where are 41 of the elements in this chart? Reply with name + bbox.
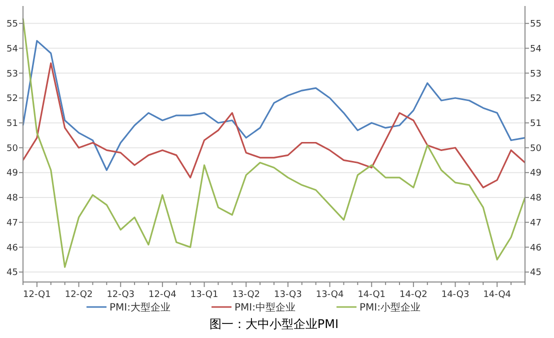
y2-tick-label: 53 [530,69,542,80]
text: 图一：大中小型企业PMI [209,317,339,331]
legend-label: PMI:中型企业 [234,302,296,314]
y-tick-label: 49 [6,168,18,179]
y-tick-label: 53 [6,69,18,80]
x-tick-label: 12-Q3 [106,290,135,300]
x-tick-label: 13-Q4 [316,290,344,300]
y-tick-label: 51 [6,119,18,130]
y2-tick-label: 48 [530,194,542,204]
y2-tick-label: 52 [530,94,542,104]
y2-tick-label: 49 [530,168,542,179]
y-tick-label: 48 [6,194,18,204]
x-tick-label: 14-Q2 [400,290,428,300]
line-series [22,40,526,171]
line-series [22,18,526,268]
y2-tick-label: 55 [530,20,542,30]
y2-tick-label: 47 [530,218,542,228]
x-tick-label: 12-Q1 [23,290,51,300]
y-tick-label: 52 [6,94,18,104]
line-series [22,62,526,188]
y2-tick-label: 54 [530,44,542,54]
y-tick-label: 47 [6,218,18,228]
x-tick-label: 12-Q2 [64,290,93,300]
legend-label: PMI:小型企业 [360,302,420,314]
x-tick-label: 14-Q1 [358,290,386,300]
y2-tick-label: 50 [530,144,542,154]
x-tick-label: 12-Q4 [148,290,177,300]
y-tick-label: 54 [6,44,18,54]
y-tick-label: 45 [6,268,18,278]
x-tick-label: 13-Q2 [232,290,260,300]
y2-tick-label: 51 [530,119,542,130]
x-tick-label: 13-Q3 [274,290,302,300]
y-tick-label: 46 [6,243,18,254]
x-tick-label: 14-Q3 [441,290,470,300]
x-tick-label: 13-Q1 [190,290,218,300]
y-tick-label: 55 [6,20,18,30]
y-tick-label: 50 [6,144,18,154]
x-tick-label: 14-Q4 [483,290,512,300]
legend-label: PMI:大型企业 [110,302,170,314]
y2-tick-label: 46 [530,243,542,254]
y2-tick-label: 45 [530,268,542,278]
